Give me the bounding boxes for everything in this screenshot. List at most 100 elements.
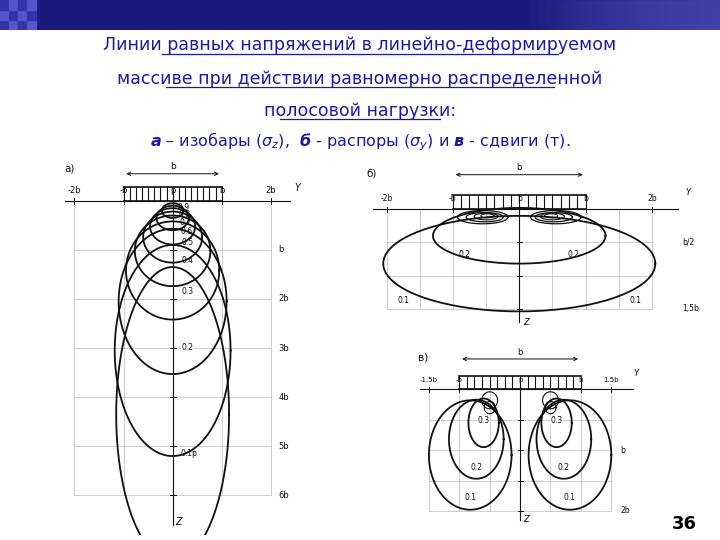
Bar (680, 0, 681, 30)
Bar (690, 0, 691, 30)
Bar (694, 0, 695, 30)
Bar (608, 0, 609, 30)
Text: 0.6: 0.6 (181, 227, 193, 236)
Bar (18, 20, 27, 30)
Text: массиве при действии равномерно распределенной: массиве при действии равномерно распреде… (117, 70, 603, 87)
Bar (524, 0, 525, 30)
Text: 1,5b: 1,5b (682, 304, 698, 313)
Bar (542, 0, 543, 30)
Bar (678, 0, 679, 30)
Text: б): б) (366, 168, 377, 178)
Text: Z: Z (523, 515, 529, 524)
Bar (703, 0, 704, 30)
Bar (645, 0, 646, 30)
Bar (644, 0, 645, 30)
Bar (626, 0, 627, 30)
Bar (631, 0, 632, 30)
Text: 0.2: 0.2 (470, 463, 482, 471)
Bar (568, 0, 569, 30)
Bar (663, 0, 664, 30)
Text: -1.5b: -1.5b (420, 377, 438, 383)
Bar (715, 0, 716, 30)
Bar (615, 0, 616, 30)
Bar (669, 0, 670, 30)
Bar (708, 0, 709, 30)
Bar (579, 0, 580, 30)
Bar (630, 0, 631, 30)
Bar (695, 0, 696, 30)
Bar (583, 0, 584, 30)
Bar (709, 0, 710, 30)
Text: 1.5b: 1.5b (603, 377, 619, 383)
Bar (9, 10, 18, 20)
Text: b: b (278, 245, 284, 254)
Bar (611, 0, 612, 30)
Text: 2b: 2b (621, 507, 630, 516)
Bar (637, 0, 638, 30)
Bar (705, 0, 706, 30)
Bar (9, 0, 18, 10)
Text: p: p (170, 186, 176, 195)
Bar (614, 0, 615, 30)
Bar (607, 0, 608, 30)
Bar (603, 0, 604, 30)
Text: -b: -b (120, 186, 127, 195)
Bar (528, 0, 529, 30)
Text: p: p (517, 193, 522, 202)
Bar (702, 0, 703, 30)
Text: b: b (170, 163, 176, 171)
Text: 2b: 2b (266, 186, 276, 195)
Bar (685, 0, 686, 30)
Bar (565, 0, 566, 30)
Text: -b: -b (456, 377, 463, 383)
Bar (654, 0, 655, 30)
Bar (530, 0, 531, 30)
Text: 36: 36 (672, 515, 696, 533)
Bar (711, 0, 712, 30)
Bar (634, 0, 635, 30)
Text: в): в) (418, 353, 428, 363)
Bar (593, 0, 594, 30)
Text: Y: Y (294, 184, 301, 193)
Bar (684, 0, 685, 30)
Bar (556, 0, 557, 30)
Bar (646, 0, 647, 30)
Text: 0.1: 0.1 (629, 296, 642, 306)
Bar (638, 0, 639, 30)
Text: a): a) (65, 164, 75, 174)
Text: b: b (516, 163, 522, 172)
Bar (581, 0, 582, 30)
Bar (609, 0, 610, 30)
Bar (580, 0, 581, 30)
Bar (698, 0, 699, 30)
Bar (523, 0, 524, 30)
Bar (719, 0, 720, 30)
Bar (555, 0, 556, 30)
Bar (573, 0, 574, 30)
Bar (594, 0, 595, 30)
Text: 0.2: 0.2 (567, 250, 580, 259)
Bar (681, 0, 682, 30)
Text: 5b: 5b (278, 442, 289, 451)
Bar (560, 0, 561, 30)
Text: 4b: 4b (278, 393, 289, 402)
Bar (710, 0, 711, 30)
Text: 0.8: 0.8 (179, 210, 191, 219)
Bar (627, 0, 628, 30)
Text: -2b: -2b (380, 193, 392, 202)
Bar (559, 0, 560, 30)
Bar (576, 0, 577, 30)
Bar (562, 0, 563, 30)
Bar (636, 0, 637, 30)
Bar (569, 0, 570, 30)
Bar (656, 0, 657, 30)
Bar (673, 0, 674, 30)
Bar (692, 0, 693, 30)
Bar (632, 0, 633, 30)
Text: 0.2: 0.2 (181, 342, 194, 352)
Bar (623, 0, 624, 30)
Bar (18, 10, 27, 20)
Text: 0.1: 0.1 (397, 296, 409, 306)
Text: -b: -b (449, 193, 456, 202)
Bar (676, 0, 677, 30)
